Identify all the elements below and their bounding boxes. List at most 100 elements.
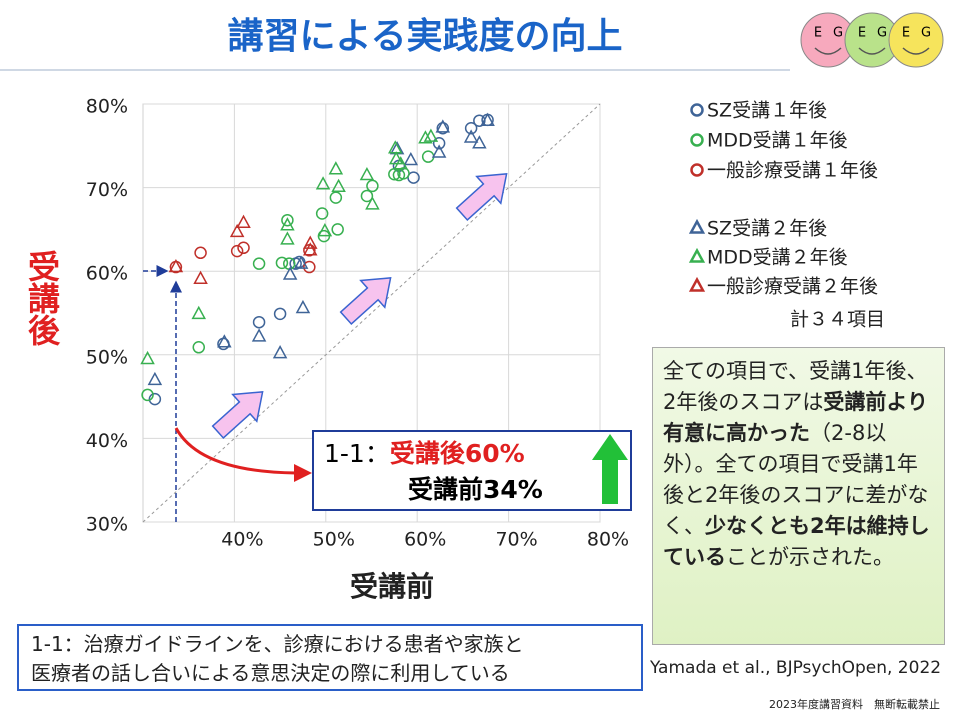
point — [168, 258, 184, 273]
point — [295, 299, 311, 314]
point — [280, 231, 295, 245]
pointer-head — [294, 464, 312, 482]
point — [436, 121, 450, 135]
point — [293, 255, 309, 269]
point — [140, 350, 155, 365]
point — [329, 191, 343, 204]
legend-marker — [688, 247, 706, 263]
legend-label: SZ受講２年後 — [707, 218, 827, 240]
point — [148, 392, 162, 406]
citation: Yamada et al., BJPsychOpen, 2022 — [649, 658, 941, 678]
point — [191, 305, 207, 320]
point — [393, 156, 409, 170]
y-tick-label: 50% — [86, 346, 128, 368]
annotation: 計３４項目 — [790, 309, 885, 331]
point — [432, 137, 446, 150]
legend-marker — [690, 163, 704, 177]
point — [366, 179, 379, 193]
summary-text: 全ての項目で、受講1年後、2年後のスコアは — [663, 359, 928, 414]
point — [315, 207, 329, 220]
point — [317, 223, 333, 237]
legend-label: SZ受講１年後 — [707, 100, 827, 122]
summary-text: （2-8以外）。全ての項目で受講1年後と2年後のスコアに差がなく、 — [663, 421, 929, 538]
point — [252, 315, 266, 329]
logo-letter: G — [877, 26, 887, 41]
legend-label: 一般診療受講１年後 — [707, 160, 878, 182]
point — [237, 241, 250, 255]
x-tick-label: 50% — [313, 529, 355, 551]
trend-arrow — [339, 277, 392, 326]
point — [252, 257, 266, 270]
point — [251, 328, 267, 342]
point — [331, 178, 346, 193]
y-tick-label: 80% — [86, 96, 128, 118]
footnote-line: 医療者の話し合いによる意思決定の際に利用している — [31, 661, 510, 685]
up-arrow-shape — [592, 434, 628, 504]
point — [403, 151, 419, 166]
point — [229, 223, 245, 238]
legend-label: MDD受講２年後 — [707, 247, 848, 269]
point — [388, 151, 404, 165]
point — [365, 196, 380, 210]
point — [435, 119, 451, 133]
point — [360, 189, 374, 203]
point — [431, 144, 447, 158]
summary-text: ことが示された。 — [726, 545, 894, 569]
logo-letter: E — [814, 26, 822, 41]
point — [289, 257, 302, 270]
y-axis-label: 受講後 — [23, 250, 61, 346]
point — [272, 345, 288, 359]
trend-arrow — [455, 173, 508, 222]
point — [463, 129, 479, 143]
logo-letter: E — [902, 26, 910, 41]
arrows — [143, 173, 508, 522]
legend-marker — [688, 276, 706, 292]
point — [282, 257, 296, 270]
x-tick-label: 60% — [404, 529, 446, 551]
point — [275, 256, 289, 270]
up-arrow — [592, 434, 628, 504]
legend-marker — [690, 133, 704, 147]
callout: 1-1：受講後60% 受講前34% — [312, 430, 632, 511]
y-tick-label: 60% — [86, 263, 128, 285]
point — [230, 244, 244, 258]
legend-label: MDD受講１年後 — [707, 130, 848, 152]
legend-marker — [688, 218, 706, 234]
x-tick-label: 40% — [221, 529, 263, 551]
point — [193, 270, 208, 284]
copyright: 2023年度講習資料 無断転載禁止 — [769, 697, 940, 711]
point — [472, 135, 487, 149]
legend-label: 一般診療受講２年後 — [707, 276, 878, 298]
point — [217, 334, 232, 348]
point — [421, 150, 435, 163]
logo: E G E G E G — [800, 12, 944, 68]
point — [480, 112, 495, 126]
point — [280, 217, 295, 231]
x-tick-label: 80% — [587, 529, 629, 551]
trend-arrow — [211, 391, 264, 440]
pointer-arrow — [174, 427, 297, 475]
point — [464, 121, 478, 135]
summary-text: 受講前より有意に高かった — [663, 390, 928, 445]
identity-line — [142, 103, 601, 523]
logo-circle — [888, 12, 944, 68]
plot: 30% 40% 50% 60% 70% 80% 40% 50% 60% 70% 80% — [86, 96, 629, 551]
logo-letter: G — [921, 26, 931, 41]
x-axis-label: 受講前 — [350, 570, 434, 603]
point — [315, 176, 331, 190]
callout-item: 1-1： — [324, 439, 390, 468]
logo-letter: G — [833, 26, 843, 41]
point — [423, 128, 439, 142]
footnote-line: 1-1：治療ガイドラインを、診療における患者や家族と — [31, 632, 524, 656]
slide-title: 講習による実践度の向上 — [228, 15, 623, 57]
logo-smile — [814, 47, 930, 55]
y-tick-label: 30% — [86, 514, 128, 536]
point — [418, 130, 433, 144]
point — [281, 213, 294, 227]
point — [303, 260, 316, 274]
x-tick-label: 70% — [495, 529, 537, 551]
summary-box: 全ての項目で、受講1年後、2年後のスコアは受講前より有意に高かった（2-8以外）… — [652, 347, 945, 645]
